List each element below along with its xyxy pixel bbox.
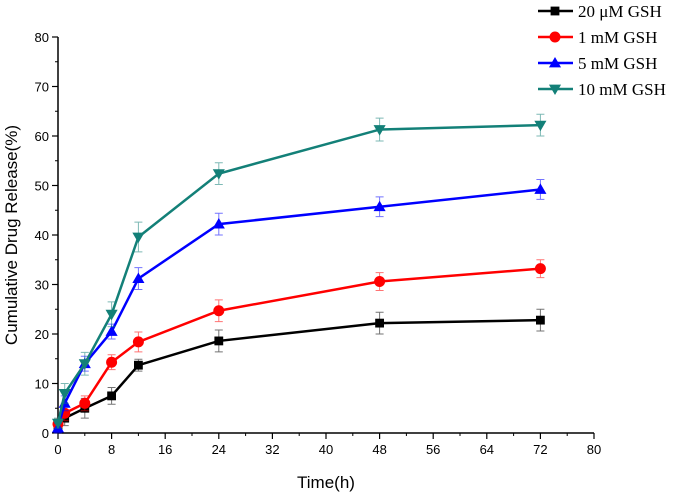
y-tick-label: 10 xyxy=(35,377,49,392)
triangle-up-marker xyxy=(548,56,562,68)
series-line xyxy=(57,318,541,427)
series-line xyxy=(56,188,541,429)
series-3 xyxy=(51,113,547,430)
y-tick-label: 70 xyxy=(35,80,49,95)
circle-marker xyxy=(534,263,546,275)
triangle-down-marker xyxy=(51,418,65,430)
y-tick-label: 60 xyxy=(35,129,49,144)
x-tick-label: 72 xyxy=(533,442,547,457)
y-tick-label: 80 xyxy=(35,30,49,45)
square-marker xyxy=(550,6,560,16)
series-0 xyxy=(53,308,545,432)
triangle-down-marker xyxy=(105,309,118,321)
series-1 xyxy=(52,259,546,430)
legend-label: 10 mM GSH xyxy=(578,80,666,99)
square-marker xyxy=(375,318,384,328)
square-marker xyxy=(107,391,116,401)
legend-label: 20 μM GSH xyxy=(578,2,662,21)
square-marker xyxy=(134,360,143,370)
y-axis-label: Cumulative Drug Release(%) xyxy=(2,125,21,345)
triangle-down-marker xyxy=(212,169,225,180)
circle-marker xyxy=(374,276,386,288)
y-tick-label: 50 xyxy=(35,179,49,194)
x-tick-label: 56 xyxy=(426,442,440,457)
square-marker xyxy=(214,336,224,346)
x-tick-label: 40 xyxy=(319,442,333,457)
triangle-down-marker xyxy=(132,232,145,244)
axes: 0 8 16 24 32 40 48 56 64 72 80 0 10 20 30 40 50 60 70 80 xyxy=(35,30,602,457)
x-tick-label: 16 xyxy=(158,442,172,457)
x-tick-label: 80 xyxy=(587,442,601,457)
x-tick-label: 24 xyxy=(212,442,226,457)
triangle-up-marker xyxy=(534,183,547,194)
legend: 20 μM GSH 1 mM GSH 5 mM GSH 10 mM GSH xyxy=(538,2,666,99)
triangle-down-marker xyxy=(548,84,562,96)
circle-marker xyxy=(132,336,144,348)
series-layer xyxy=(51,113,547,434)
y-tick-label: 30 xyxy=(35,278,49,293)
x-tick-label: 0 xyxy=(54,442,61,457)
triangle-up-marker xyxy=(105,325,118,336)
x-tick-label: 8 xyxy=(108,442,115,457)
x-tick-label: 32 xyxy=(265,442,279,457)
circle-marker xyxy=(79,397,91,409)
circle-marker xyxy=(549,31,561,43)
series-2 xyxy=(51,179,547,434)
circle-marker xyxy=(106,356,118,368)
legend-label: 1 mM GSH xyxy=(578,28,657,47)
y-tick-label: 20 xyxy=(35,327,49,342)
triangle-up-marker xyxy=(132,272,145,283)
triangle-down-marker xyxy=(78,359,91,370)
triangle-up-marker xyxy=(212,218,225,229)
legend-label: 5 mM GSH xyxy=(578,54,657,73)
y-tick-label: 40 xyxy=(35,228,49,243)
x-tick-label: 64 xyxy=(480,442,494,457)
x-axis-label: Time(h) xyxy=(297,473,355,492)
triangle-down-marker xyxy=(534,120,547,132)
triangle-up-marker xyxy=(373,200,386,212)
x-tick-label: 48 xyxy=(372,442,386,457)
y-tick-label: 0 xyxy=(42,426,49,441)
triangle-down-marker xyxy=(58,389,71,400)
square-marker xyxy=(536,315,545,325)
circle-marker xyxy=(213,305,225,317)
triangle-down-marker xyxy=(373,125,386,136)
series-line xyxy=(56,123,541,424)
